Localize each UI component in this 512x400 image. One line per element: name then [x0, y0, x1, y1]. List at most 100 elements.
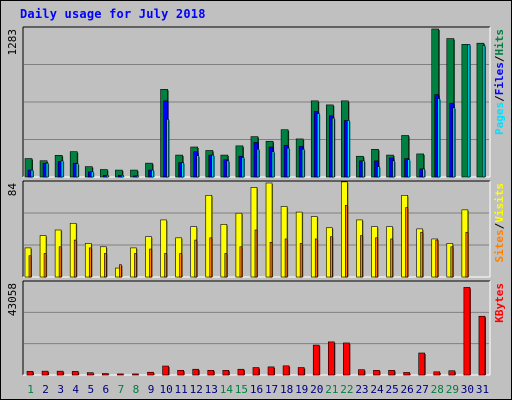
bar-kbytes-day-4: [71, 371, 79, 376]
bar-visits-day-17: [265, 182, 273, 278]
x-tick-label: 18: [280, 383, 293, 396]
legend-entry: Hits: [493, 29, 506, 56]
bar-kbytes-day-31: [478, 315, 486, 376]
bar-kbytes-day-19: [297, 367, 305, 376]
bar-visits-day-15: [235, 212, 243, 278]
bar-pages-day-24: [377, 166, 380, 178]
x-tick-label: 22: [340, 383, 353, 396]
bar-sites-day-1: [28, 255, 32, 278]
legend-entry: Visits: [493, 183, 506, 223]
x-tick-label: 20: [310, 383, 323, 396]
bar-sites-day-30: [465, 231, 469, 278]
bar-sites-day-6: [104, 253, 107, 278]
x-tick-label: 21: [325, 383, 338, 396]
bar-kbytes-day-24: [373, 369, 380, 376]
legend-entry: /: [493, 55, 506, 62]
bar-pages-day-14: [226, 160, 230, 178]
bar-sites-day-5: [88, 247, 92, 278]
bar-pages-day-31: [482, 45, 486, 178]
bar-pages-day-23: [362, 160, 365, 178]
x-tick-label: 30: [461, 383, 474, 396]
x-tick-label: 11: [175, 383, 188, 396]
bar-kbytes-day-29: [448, 370, 456, 376]
legend-entry: KBytes: [493, 283, 506, 323]
bar-pages-day-13: [211, 154, 215, 178]
bar-sites-day-8: [134, 253, 137, 278]
bar-kbytes-day-20: [312, 344, 320, 376]
x-tick-label: 14: [220, 383, 234, 396]
bar-visits-day-14: [220, 224, 228, 278]
bar-kbytes-day-5: [86, 372, 94, 376]
bar-kbytes-day-2: [41, 370, 49, 376]
bar-kbytes-day-23: [358, 369, 365, 376]
bar-sites-day-26: [405, 207, 408, 278]
bar-kbytes-day-21: [327, 341, 335, 376]
x-tick-label: 13: [205, 383, 218, 396]
bar-kbytes-day-9: [147, 371, 154, 376]
x-tick-label: 28: [431, 383, 444, 396]
bar-pages-day-12: [196, 155, 200, 178]
bar-sites-day-13: [209, 237, 213, 278]
x-tick-label: 29: [446, 383, 459, 396]
bar-sites-day-20: [314, 238, 318, 278]
bar-pages-day-20: [316, 113, 320, 178]
bar-kbytes-day-25: [388, 369, 395, 376]
x-tick-label: 7: [118, 383, 125, 396]
bar-kbytes-day-30: [463, 287, 471, 376]
bar-sites-day-21: [329, 236, 333, 278]
legend-entry: /: [493, 222, 506, 229]
bar-visits-day-13: [205, 195, 213, 278]
bar-kbytes-day-8: [132, 373, 139, 376]
x-tick-label: 5: [87, 383, 94, 396]
y-max-label: 1283: [6, 29, 19, 56]
bar-sites-day-16: [254, 229, 258, 278]
bar-pages-day-29: [452, 107, 456, 178]
legend-entry: Pages: [493, 102, 506, 135]
bar-pages-day-3: [60, 160, 64, 178]
bar-pages-day-18: [286, 147, 290, 178]
bar-pages-day-16: [256, 149, 260, 178]
bar-pages-day-7: [121, 174, 124, 178]
x-tick-label: 23: [355, 383, 368, 396]
bar-sites-day-23: [360, 235, 363, 278]
x-tick-label: 17: [265, 383, 278, 396]
bar-kbytes-day-16: [252, 367, 260, 376]
bar-pages-day-27: [422, 168, 425, 178]
bar-pages-day-6: [106, 174, 109, 178]
bar-kbytes-day-7: [117, 373, 124, 376]
bar-pages-day-26: [407, 159, 410, 178]
bar-pages-day-5: [90, 171, 94, 178]
bar-kbytes-day-17: [267, 366, 275, 376]
bar-kbytes-day-12: [192, 368, 200, 376]
x-tick-label: 9: [148, 383, 155, 396]
x-tick-label: 6: [103, 383, 110, 396]
bar-sites-day-24: [375, 237, 378, 278]
x-tick-label: 12: [190, 383, 203, 396]
bar-pages-day-10: [166, 119, 169, 178]
x-tick-label: 2: [42, 383, 49, 396]
bar-kbytes-day-18: [282, 365, 290, 376]
bar-sites-day-3: [58, 246, 62, 278]
bar-sites-day-9: [149, 248, 152, 278]
legend-entry: Files: [493, 62, 506, 95]
chart-title: Daily usage for July 2018: [20, 7, 206, 21]
bar-kbytes-day-28: [433, 371, 441, 376]
bar-sites-day-11: [179, 253, 182, 278]
bar-sites-day-19: [299, 243, 303, 278]
bar-pages-day-30: [467, 44, 471, 178]
bar-kbytes-day-13: [207, 369, 215, 376]
bar-pages-day-1: [30, 169, 34, 178]
bar-pages-day-2: [45, 162, 49, 178]
legend-hits-files-pages: Pages/Files/Hits: [493, 29, 506, 135]
bar-pages-day-15: [241, 157, 245, 178]
legend-entry: Sites: [493, 229, 506, 262]
x-tick-label: 16: [250, 383, 263, 396]
x-tick-label: 31: [476, 383, 489, 396]
bar-pages-day-25: [392, 160, 395, 178]
bar-kbytes-day-3: [56, 370, 64, 376]
bar-kbytes-day-15: [237, 368, 245, 376]
x-tick-label: 24: [370, 383, 384, 396]
bar-sites-day-28: [435, 239, 439, 278]
x-tick-label: 10: [159, 383, 172, 396]
